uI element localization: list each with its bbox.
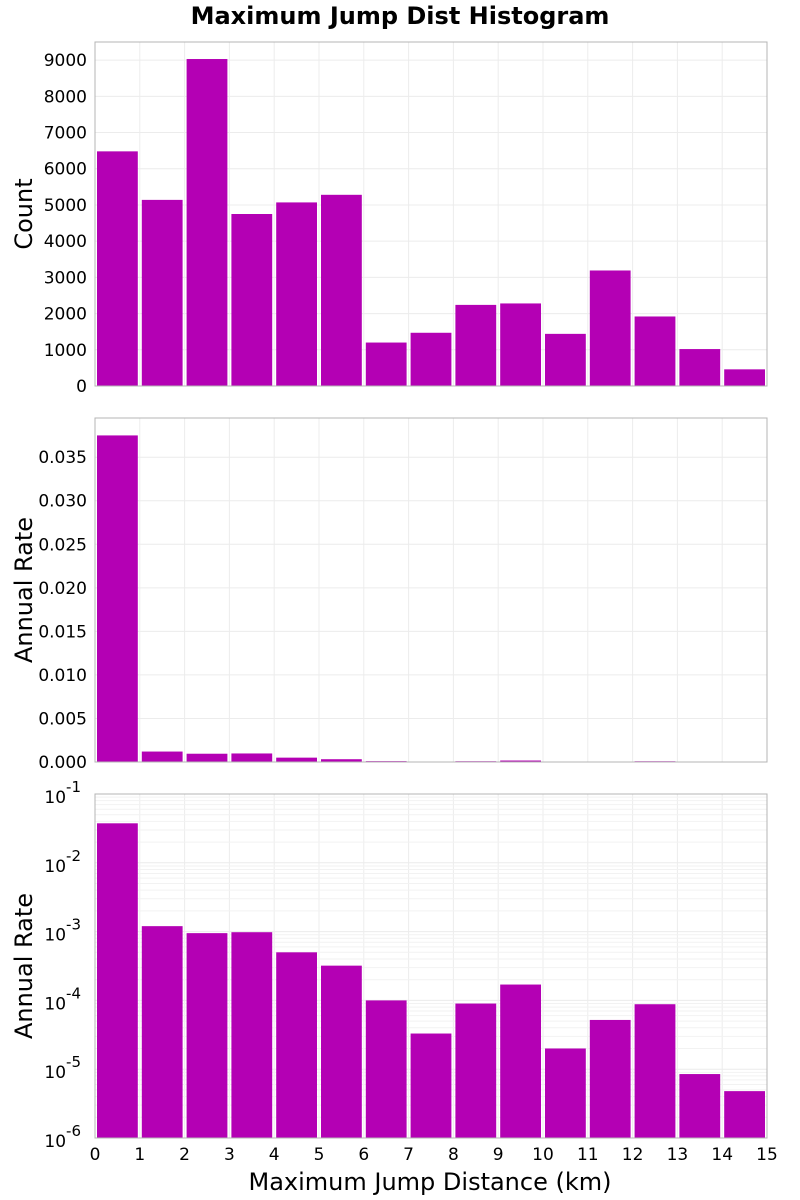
histogram-bar — [97, 151, 138, 386]
histogram-bar — [365, 1000, 407, 1138]
y-tick-label: 10-4 — [44, 984, 81, 1014]
histogram-bar — [276, 202, 317, 386]
y-tick-label: 0.000 — [38, 753, 87, 773]
x-tick-label: 7 — [403, 1145, 414, 1165]
histogram-bar — [724, 369, 765, 386]
x-tick-label: 2 — [179, 1145, 190, 1165]
y-tick-label: 0.010 — [38, 666, 87, 686]
y-tick-label: 9000 — [44, 51, 87, 71]
histogram-bar — [97, 823, 138, 1138]
y-tick-label: 0.030 — [38, 492, 87, 512]
histogram-bar — [500, 303, 541, 386]
histogram-bar — [500, 760, 541, 762]
y-tick-label: 6000 — [44, 160, 87, 180]
histogram-bar — [545, 333, 586, 386]
histogram-bar — [634, 1004, 676, 1138]
histogram-bar — [276, 757, 317, 762]
histogram-bar — [231, 214, 273, 386]
plot-frame — [94, 793, 768, 1139]
annual-rate-linear-panel: 0.000 0.005 0.010 0.015 0.020 0.025 0.030 0.035… — [10, 417, 768, 773]
x-tick-label: 12 — [622, 1145, 644, 1165]
y-tick-label: 10-1 — [44, 778, 81, 808]
histogram-bar — [634, 316, 676, 386]
x-tick-label: 11 — [577, 1145, 599, 1165]
histogram-bar — [410, 1033, 452, 1138]
plot-frame — [94, 41, 768, 387]
x-tick-label: 9 — [493, 1145, 504, 1165]
y-tick-label: 3000 — [44, 268, 87, 288]
x-tick-label: 8 — [448, 1145, 459, 1165]
histogram-bar — [186, 933, 228, 1138]
x-tick-label: 10 — [532, 1145, 554, 1165]
histogram-bar — [276, 952, 317, 1138]
histogram-bar — [186, 59, 228, 386]
y-tick-label: 2000 — [44, 305, 87, 325]
y-tick-label: 0.015 — [38, 622, 87, 642]
plot-frame — [94, 417, 768, 763]
histogram-bar — [679, 349, 721, 386]
y-tick-label: 0 — [76, 377, 87, 397]
chart-title: Maximum Jump Dist Histogram — [191, 2, 610, 30]
histogram-bar — [589, 1019, 631, 1138]
histogram-bar — [545, 1048, 586, 1138]
histogram-bar — [321, 759, 362, 762]
histogram-bar — [231, 753, 273, 762]
y-tick-label: 0.005 — [38, 709, 87, 729]
y-tick-label: 10-5 — [44, 1053, 81, 1083]
x-tick-label: 1 — [134, 1145, 145, 1165]
histogram-bar — [724, 1091, 765, 1138]
x-axis-label: Maximum Jump Distance (km) — [249, 1168, 612, 1196]
y-axis-label: Count — [10, 178, 38, 249]
x-tick-label: 0 — [90, 1145, 101, 1165]
x-tick-label: 14 — [711, 1145, 733, 1165]
y-tick-label: 4000 — [44, 232, 87, 252]
y-axis-label: Annual Rate — [10, 517, 38, 663]
y-tick-label: 0.020 — [38, 579, 87, 599]
histogram-bar — [321, 194, 362, 386]
y-tick-label: 1000 — [44, 341, 87, 361]
histogram-bar — [321, 965, 362, 1138]
histogram-bar — [455, 1003, 497, 1138]
histogram-bar — [679, 1074, 721, 1138]
histogram-bar — [141, 199, 183, 386]
histogram-bar — [97, 435, 138, 762]
y-tick-label: 10-6 — [44, 1122, 81, 1152]
y-axis-label: Annual Rate — [10, 893, 38, 1039]
histogram-bar — [455, 304, 497, 386]
histogram-bar — [410, 332, 452, 386]
x-tick-label: 3 — [224, 1145, 235, 1165]
histogram-bar — [186, 753, 228, 762]
histogram-bar — [500, 984, 541, 1138]
x-tick-label: 15 — [756, 1145, 778, 1165]
count-panel: 0 1000 2000 3000 4000 5000 6000 7000 8000 9000 Cou… — [10, 41, 768, 397]
histogram-bar — [365, 342, 407, 386]
y-tick-label: 0.025 — [38, 535, 87, 555]
histogram-bar — [141, 926, 183, 1138]
y-tick-label: 10-2 — [44, 847, 81, 877]
y-tick-label: 10-3 — [44, 916, 81, 946]
x-tick-label: 4 — [269, 1145, 280, 1165]
y-tick-label: 8000 — [44, 87, 87, 107]
histogram-bar — [141, 751, 183, 762]
y-tick-label: 5000 — [44, 196, 87, 216]
x-tick-label: 13 — [667, 1145, 689, 1165]
x-tick-label: 5 — [314, 1145, 325, 1165]
histogram-bar — [231, 932, 273, 1138]
y-tick-label: 0.035 — [38, 448, 87, 468]
x-tick-label: 6 — [358, 1145, 369, 1165]
histogram-bar — [589, 270, 631, 386]
y-tick-label: 7000 — [44, 124, 87, 144]
